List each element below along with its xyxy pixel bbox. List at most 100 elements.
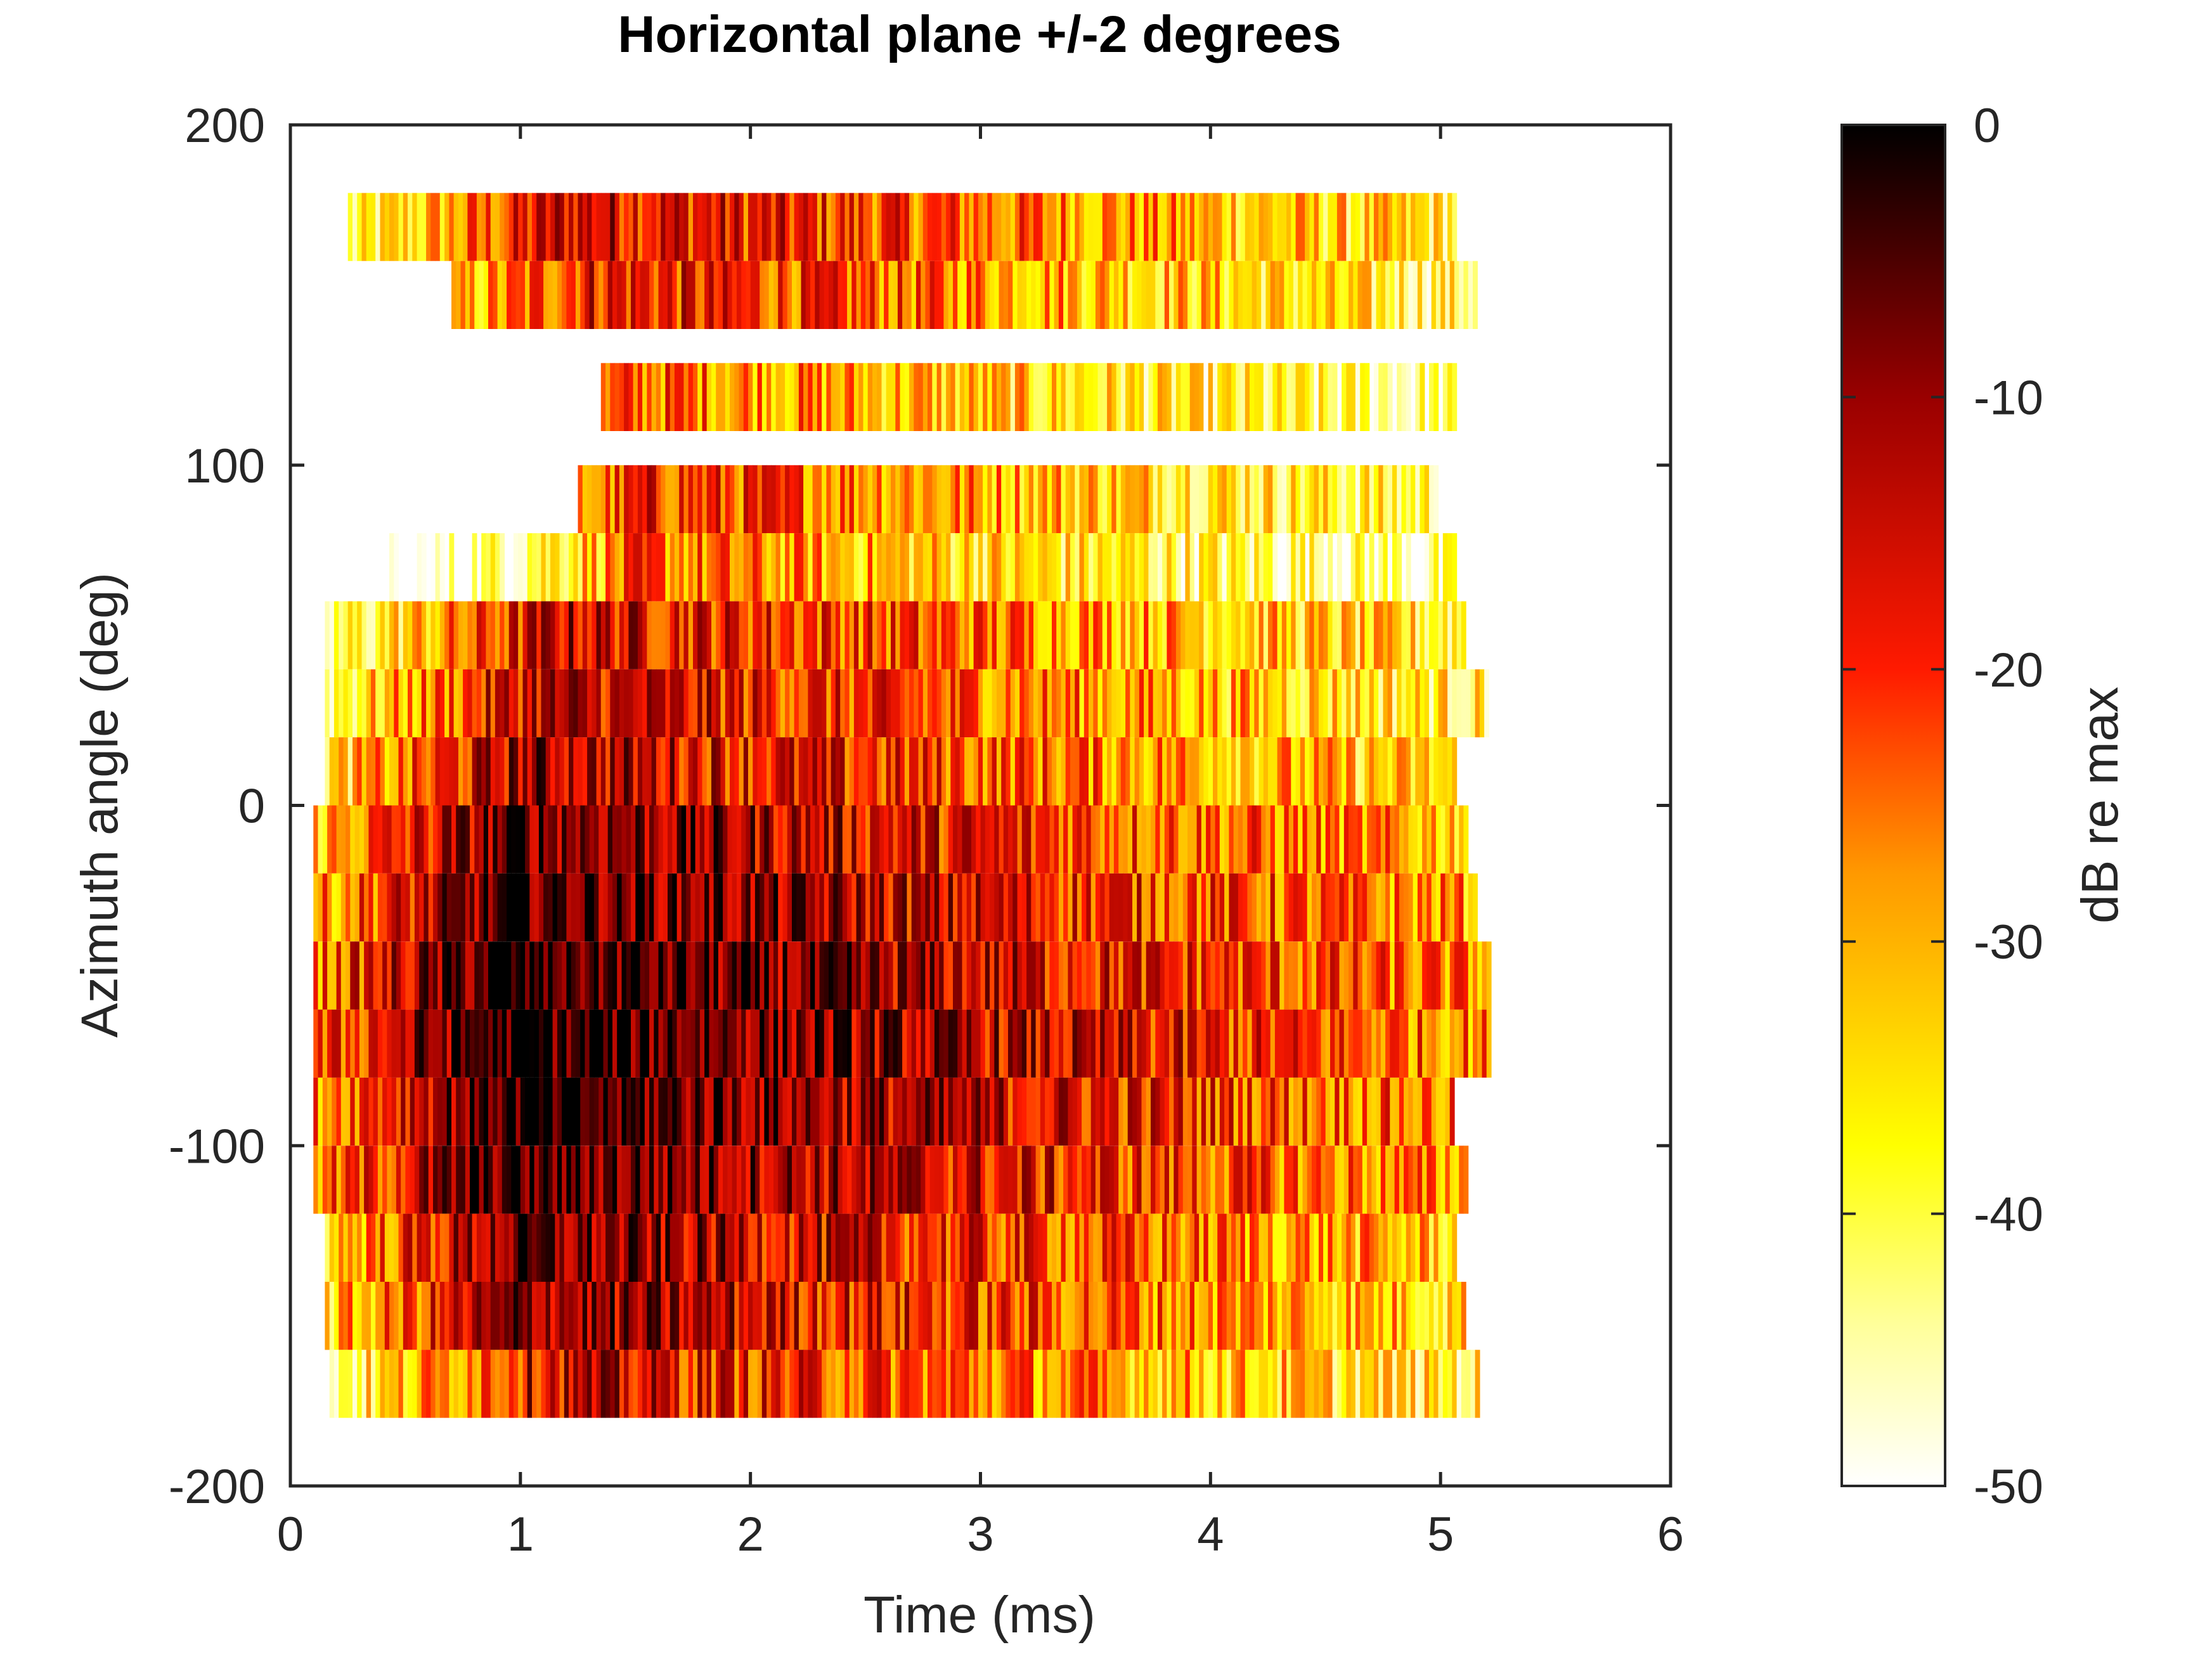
heatmap-cell [631, 1077, 636, 1146]
heatmap-cell [405, 1077, 411, 1146]
heatmap-cell [764, 1077, 770, 1146]
heatmap-cell [1070, 533, 1075, 602]
heatmap-cell [587, 1213, 592, 1282]
heatmap-cell [1263, 465, 1269, 534]
heatmap-cell [417, 737, 422, 806]
heatmap-cell [497, 805, 503, 874]
heatmap-cell [1390, 261, 1395, 329]
heatmap-cell [1213, 193, 1218, 261]
heatmap-cell [1031, 941, 1037, 1010]
heatmap-cell [1245, 533, 1250, 602]
heatmap-cell [380, 1282, 385, 1350]
heatmap-cell [1127, 941, 1133, 1010]
heatmap-cell [490, 737, 496, 806]
heatmap-cell [688, 669, 694, 738]
heatmap-cell [840, 465, 846, 534]
heatmap-cell [753, 669, 758, 738]
heatmap-cell [969, 1282, 974, 1350]
heatmap-cell [973, 737, 979, 806]
heatmap-cell [1433, 465, 1439, 534]
heatmap-cell [709, 873, 715, 942]
heatmap-cell [1130, 465, 1135, 534]
heatmap-cell [593, 873, 599, 942]
heatmap-cell [1054, 1009, 1059, 1078]
heatmap-cell [1452, 601, 1458, 669]
heatmap-cell [914, 1350, 919, 1418]
heatmap-cell [893, 873, 898, 942]
heatmap-cell [808, 737, 813, 806]
heatmap-cell [1075, 1213, 1080, 1282]
heatmap-cell [644, 805, 650, 874]
heatmap-cell [686, 805, 691, 874]
heatmap-cell [891, 193, 896, 261]
heatmap-cell [534, 873, 540, 942]
heatmap-cell [626, 1146, 631, 1214]
heatmap-cell [1082, 873, 1087, 942]
heatmap-cell [1118, 805, 1124, 874]
heatmap-cell [566, 805, 572, 874]
heatmap-cell [1192, 941, 1198, 1010]
heatmap-cell [1258, 1213, 1264, 1282]
heatmap-cell [396, 805, 401, 874]
heatmap-cell [1021, 941, 1027, 1010]
heatmap-cell [990, 805, 995, 874]
heatmap-cell [936, 737, 942, 806]
heatmap-cell [925, 261, 931, 329]
heatmap-cell [934, 1009, 940, 1078]
heatmap-cell [439, 533, 445, 602]
heatmap-cell [1277, 737, 1283, 806]
heatmap-cell [564, 1350, 569, 1418]
heatmap-cell [858, 1350, 864, 1418]
heatmap-cell [1413, 1146, 1418, 1214]
heatmap-cell [476, 601, 482, 669]
heatmap-cell [490, 533, 496, 602]
heatmap-cell [1189, 1213, 1195, 1282]
heatmap-cell [1185, 1282, 1191, 1350]
heatmap-cell [449, 1282, 455, 1350]
heatmap-cell [732, 805, 737, 874]
heatmap-cell [352, 737, 358, 806]
heatmap-cell [803, 533, 808, 602]
heatmap-cell [1222, 669, 1227, 738]
heatmap-cell [941, 193, 947, 261]
heatmap-cell [983, 363, 988, 431]
heatmap-cell [1006, 465, 1011, 534]
heatmap-cell [1226, 1282, 1232, 1350]
heatmap-cell [679, 193, 685, 261]
heatmap-cell [1270, 1077, 1276, 1146]
heatmap-cell [870, 873, 876, 942]
heatmap-cell [1187, 1077, 1193, 1146]
heatmap-cell [718, 873, 723, 942]
heatmap-cell [1107, 601, 1112, 669]
heatmap-cell [992, 363, 997, 431]
heatmap-cell [1175, 465, 1181, 534]
heatmap-cell [444, 193, 450, 261]
heatmap-cell [734, 669, 740, 738]
heatmap-cell [1054, 261, 1059, 329]
heatmap-cell [1141, 805, 1147, 874]
heatmap-cell [1208, 1282, 1213, 1350]
heatmap-cell [1435, 941, 1441, 1010]
heatmap-cell [695, 261, 701, 329]
heatmap-cell [456, 1009, 462, 1078]
heatmap-cell [414, 941, 420, 1010]
heatmap-cell [1350, 465, 1356, 534]
heatmap-cell [1240, 363, 1246, 431]
heatmap-cell [1033, 193, 1038, 261]
heatmap-cell [794, 363, 799, 431]
heatmap-cell [552, 1009, 558, 1078]
heatmap-cell [387, 1077, 392, 1146]
heatmap-cell [1208, 737, 1213, 806]
heatmap-cell [888, 805, 894, 874]
heatmap-cell [1134, 465, 1140, 534]
heatmap-cell [651, 1282, 657, 1350]
heatmap-cell [863, 1282, 869, 1350]
heatmap-cell [1415, 193, 1421, 261]
heatmap-cell [1277, 1282, 1283, 1350]
heatmap-cell [971, 261, 976, 329]
heatmap-cell [1017, 1146, 1023, 1214]
heatmap-cell [453, 669, 459, 738]
heatmap-cell [1314, 669, 1319, 738]
heatmap-cell [419, 941, 425, 1010]
heatmap-cell [1401, 1350, 1407, 1418]
